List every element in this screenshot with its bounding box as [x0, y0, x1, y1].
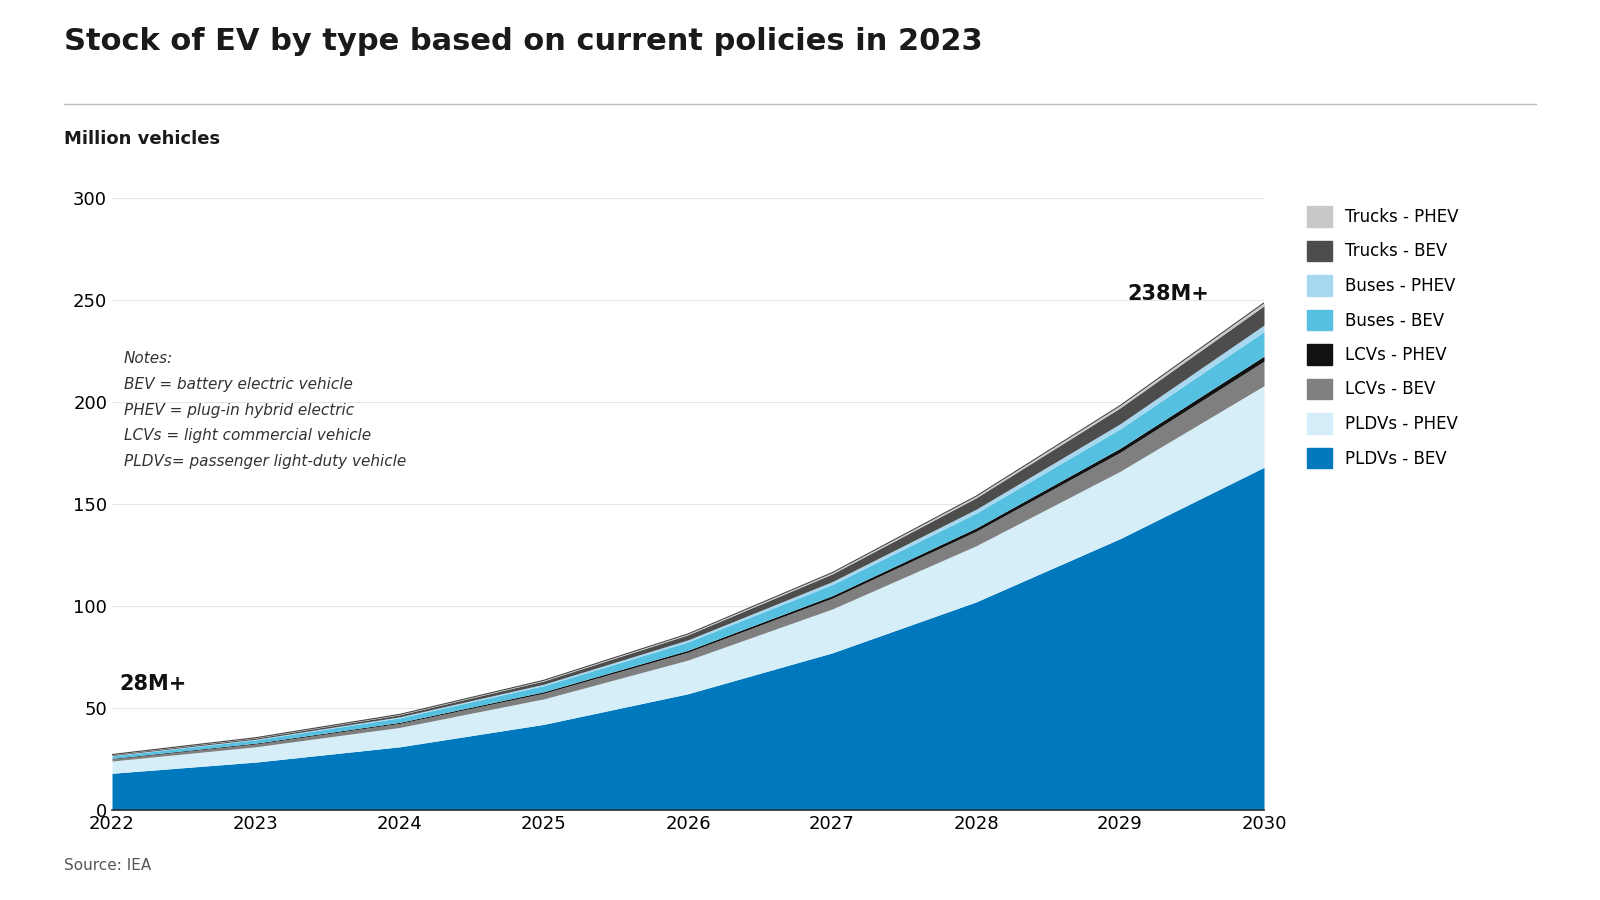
- Text: Stock of EV by type based on current policies in 2023: Stock of EV by type based on current pol…: [64, 27, 982, 56]
- Text: 28M+: 28M+: [120, 674, 187, 694]
- Text: 238M+: 238M+: [1128, 284, 1210, 304]
- Text: Notes:
BEV = battery electric vehicle
PHEV = plug-in hybrid electric
LCVs = ligh: Notes: BEV = battery electric vehicle PH…: [123, 351, 406, 469]
- Text: Source: IEA: Source: IEA: [64, 858, 152, 873]
- Legend: Trucks - PHEV, Trucks - BEV, Buses - PHEV, Buses - BEV, LCVs - PHEV, LCVs - BEV,: Trucks - PHEV, Trucks - BEV, Buses - PHE…: [1307, 206, 1459, 468]
- Text: Million vehicles: Million vehicles: [64, 130, 221, 148]
